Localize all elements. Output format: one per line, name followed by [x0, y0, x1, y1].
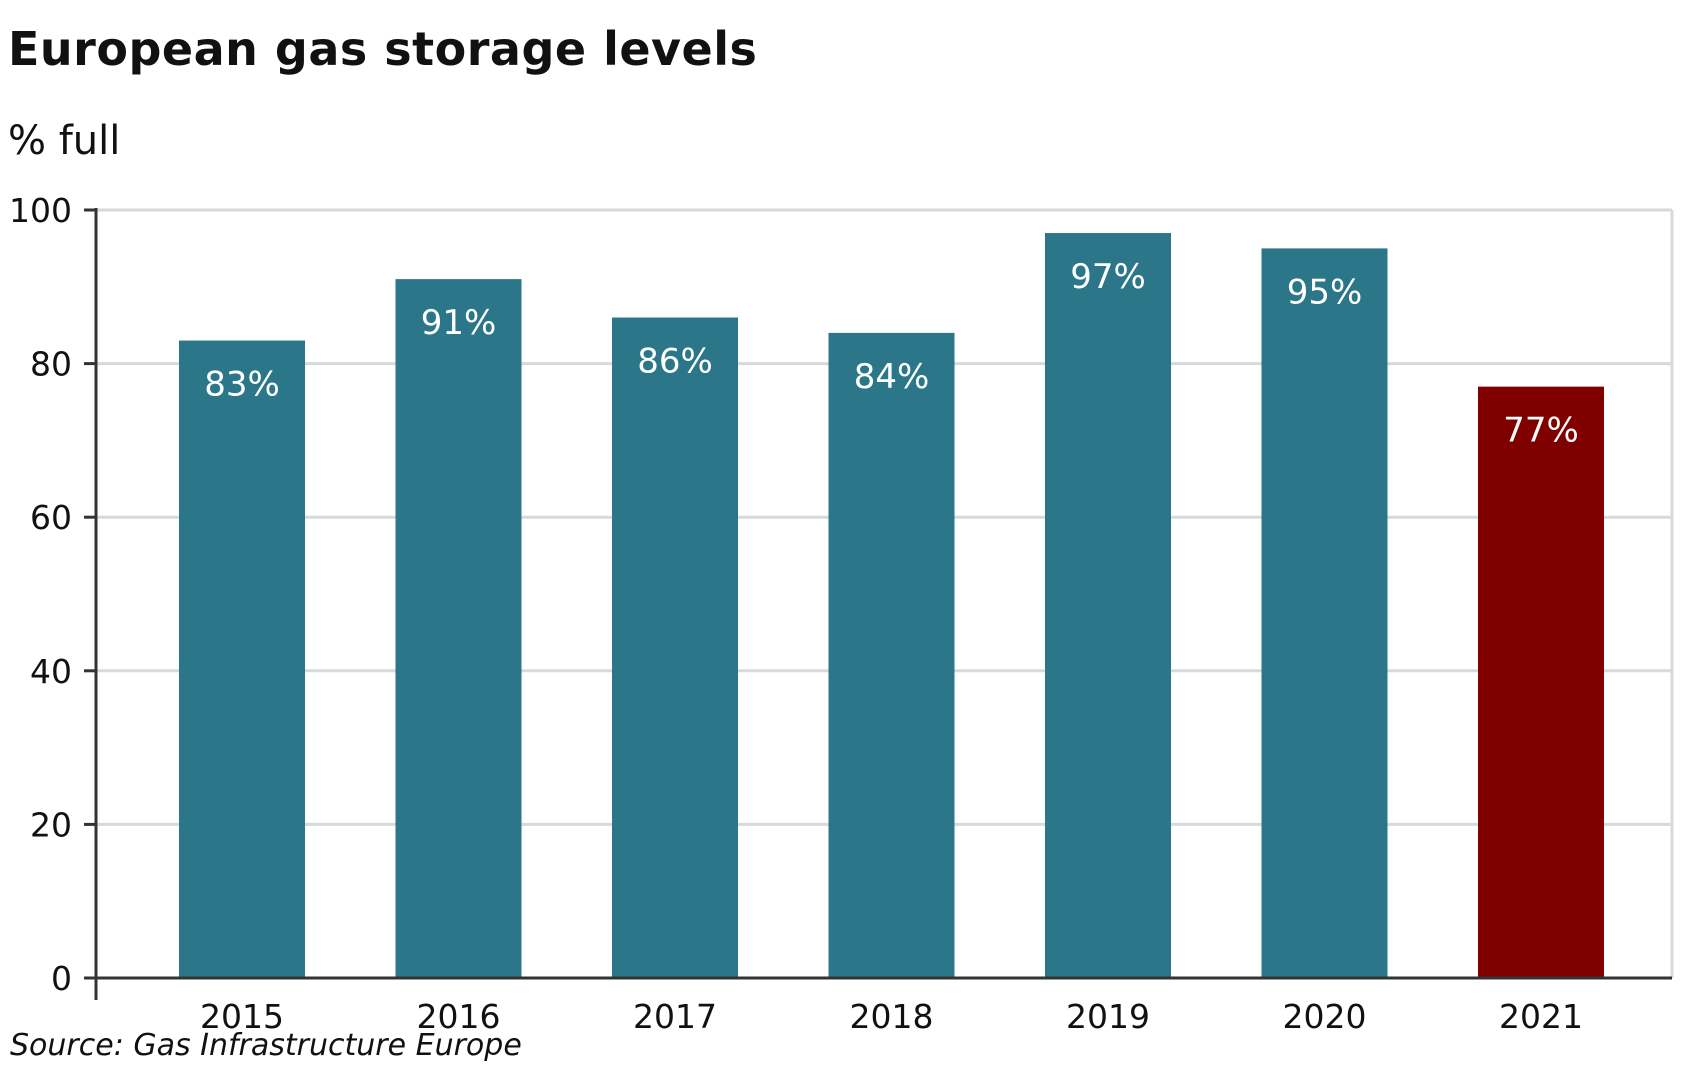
x-tick-label: 2019: [1066, 997, 1150, 1036]
x-tick-label: 2017: [633, 997, 717, 1036]
bar: [1261, 248, 1388, 978]
chart-title: European gas storage levels: [8, 22, 758, 76]
bar: [1478, 386, 1604, 978]
bars: [179, 233, 1604, 979]
bar: [395, 279, 522, 978]
data-label: 95%: [1287, 272, 1363, 312]
x-tick-label: 2018: [850, 997, 934, 1036]
y-tick-label: 60: [30, 498, 72, 537]
x-tick-label: 2016: [417, 997, 501, 1036]
y-tick-label: 100: [9, 191, 72, 230]
data-label: 86%: [637, 342, 713, 382]
data-label: 97%: [1070, 257, 1146, 297]
y-tick-label: 0: [51, 959, 72, 998]
x-tick-label: 2015: [200, 997, 284, 1036]
y-tick-labels: 0 20 40 60 80 100: [9, 191, 72, 998]
source-note: Source: Gas Infrastructure Europe: [10, 1028, 522, 1063]
axes: [84, 208, 1672, 1000]
y-tick-label: 80: [30, 345, 72, 384]
y-tick-label: 40: [30, 652, 72, 691]
bar: [179, 340, 305, 978]
bar: [1045, 233, 1171, 979]
y-axis-unit-label: % full: [8, 118, 121, 164]
bar: [612, 317, 738, 978]
data-label: 84%: [854, 357, 930, 397]
data-label: 91%: [421, 303, 497, 343]
x-tick-label: 2021: [1499, 997, 1583, 1036]
data-label: 83%: [204, 365, 280, 405]
bar: [828, 332, 955, 978]
y-tick-label: 20: [30, 805, 72, 844]
data-labels: 83% 91% 86% 84% 97% 95% 77%: [204, 257, 1579, 451]
x-tick-label: 2020: [1283, 997, 1367, 1036]
data-label: 77%: [1503, 411, 1579, 451]
x-tick-labels: 2015 2016 2017 2018 2019 2020 2021: [200, 997, 1583, 1036]
